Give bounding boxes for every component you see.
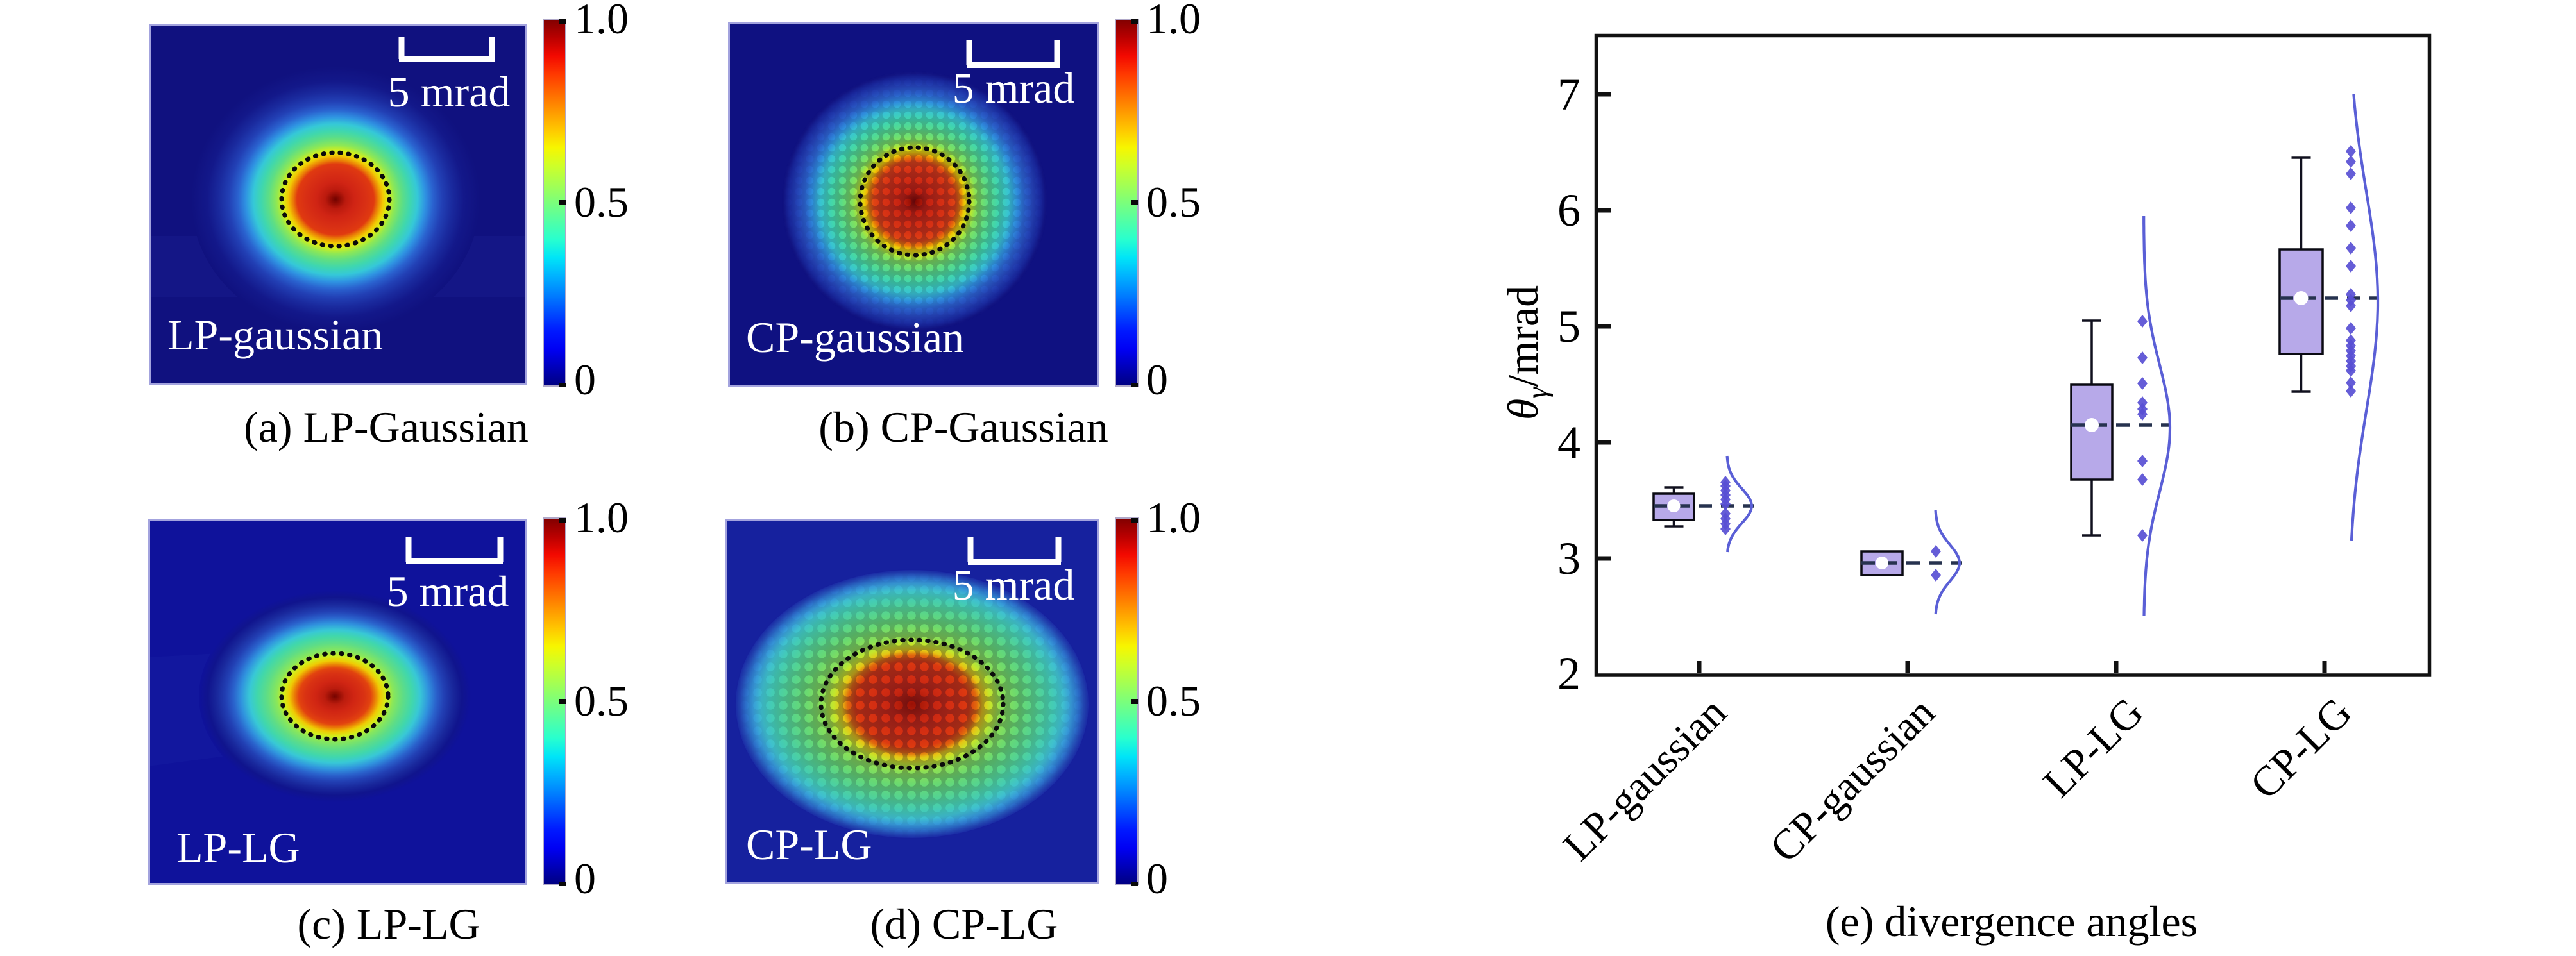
svg-text:5 mrad: 5 mrad <box>953 560 1075 609</box>
svg-text:2: 2 <box>1557 648 1580 700</box>
svg-text:5 mrad: 5 mrad <box>953 63 1075 112</box>
svg-text:7: 7 <box>1557 69 1580 120</box>
svg-text:CP-gaussian: CP-gaussian <box>1761 689 1944 871</box>
svg-text:CP-gaussian: CP-gaussian <box>746 313 964 362</box>
svg-text:5: 5 <box>1557 301 1580 352</box>
svg-text:LP-gaussian: LP-gaussian <box>167 310 383 359</box>
svg-text:5 mrad: 5 mrad <box>387 567 509 616</box>
svg-text:CP-LG: CP-LG <box>2241 689 2360 808</box>
svg-text:4: 4 <box>1557 417 1580 468</box>
svg-text:6: 6 <box>1557 185 1580 236</box>
svg-text:LP-gaussian: LP-gaussian <box>1554 689 1735 869</box>
svg-text:5 mrad: 5 mrad <box>388 67 511 116</box>
svg-text:LP-LG: LP-LG <box>176 823 300 872</box>
svg-text:3: 3 <box>1557 533 1580 584</box>
svg-text:CP-LG: CP-LG <box>746 820 872 869</box>
svg-text:LP-LG: LP-LG <box>2035 689 2153 807</box>
